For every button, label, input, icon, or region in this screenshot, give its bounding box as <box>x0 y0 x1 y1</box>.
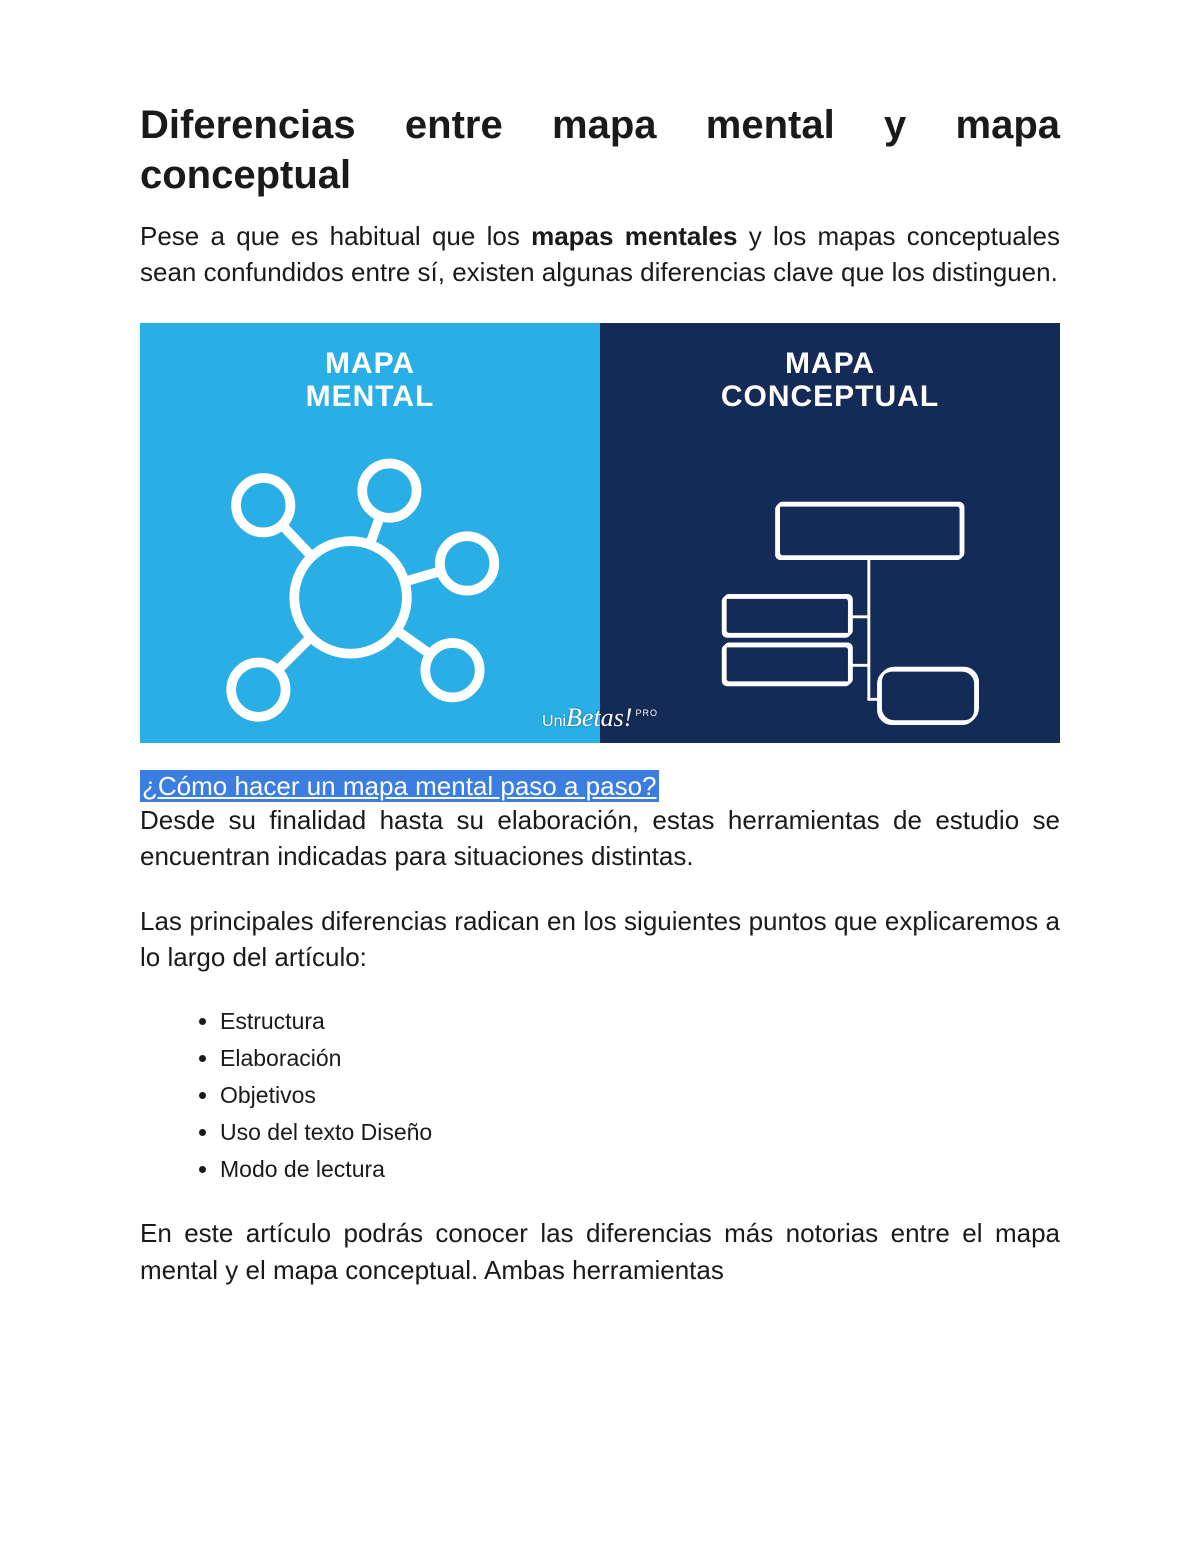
page-title: Diferencias entre mapa mental y mapa con… <box>140 100 1060 200</box>
intro-paragraph: Pese a que es habitual que los mapas men… <box>140 218 1060 291</box>
list-item: Objetivos <box>220 1077 1060 1114</box>
panel-left-title-l1: MAPA <box>325 347 415 380</box>
mind-map-icon <box>140 413 600 743</box>
title-line-2: conceptual <box>140 150 1060 200</box>
panel-left-title: MAPA MENTAL <box>306 347 435 413</box>
title-line-1: Diferencias entre mapa mental y mapa <box>140 100 1060 150</box>
panel-mapa-mental: MAPA MENTAL <box>140 323 600 743</box>
comparison-infographic: MAPA MENTAL MAPA CONCEPTUAL UniBetas!PRO <box>140 323 1060 743</box>
panel-mapa-conceptual: MAPA CONCEPTUAL <box>600 323 1060 743</box>
list-item: Modo de lectura <box>220 1151 1060 1188</box>
how-to-link[interactable]: ¿Cómo hacer un mapa mental paso a paso? <box>140 770 659 802</box>
panel-right-title-l2: CONCEPTUAL <box>721 380 939 413</box>
intro-pre: Pese a que es habitual que los <box>140 221 531 251</box>
link-block: ¿Cómo hacer un mapa mental paso a paso? <box>140 771 1060 802</box>
logo-betas: Betas! <box>566 703 632 732</box>
paragraph-outro: En este artículo podrás conocer las dife… <box>140 1215 1060 1288</box>
concept-map-icon <box>600 413 1060 743</box>
panel-left-title-l2: MENTAL <box>306 380 435 413</box>
intro-bold: mapas mentales <box>531 221 737 251</box>
paragraph-after-link: Desde su finalidad hasta su elaboración,… <box>140 802 1060 875</box>
list-item: Elaboración <box>220 1040 1060 1077</box>
list-item: Estructura <box>220 1003 1060 1040</box>
panel-right-title: MAPA CONCEPTUAL <box>721 347 939 413</box>
panel-right-title-l1: MAPA <box>785 347 875 380</box>
unibetas-logo: UniBetas!PRO <box>542 703 658 733</box>
differences-list: Estructura Elaboración Objetivos Uso del… <box>220 1003 1060 1187</box>
logo-uni: Uni <box>542 713 566 730</box>
paragraph-intro-list: Las principales diferencias radican en l… <box>140 903 1060 976</box>
logo-pro: PRO <box>635 708 658 718</box>
list-item: Uso del texto Diseño <box>220 1114 1060 1151</box>
